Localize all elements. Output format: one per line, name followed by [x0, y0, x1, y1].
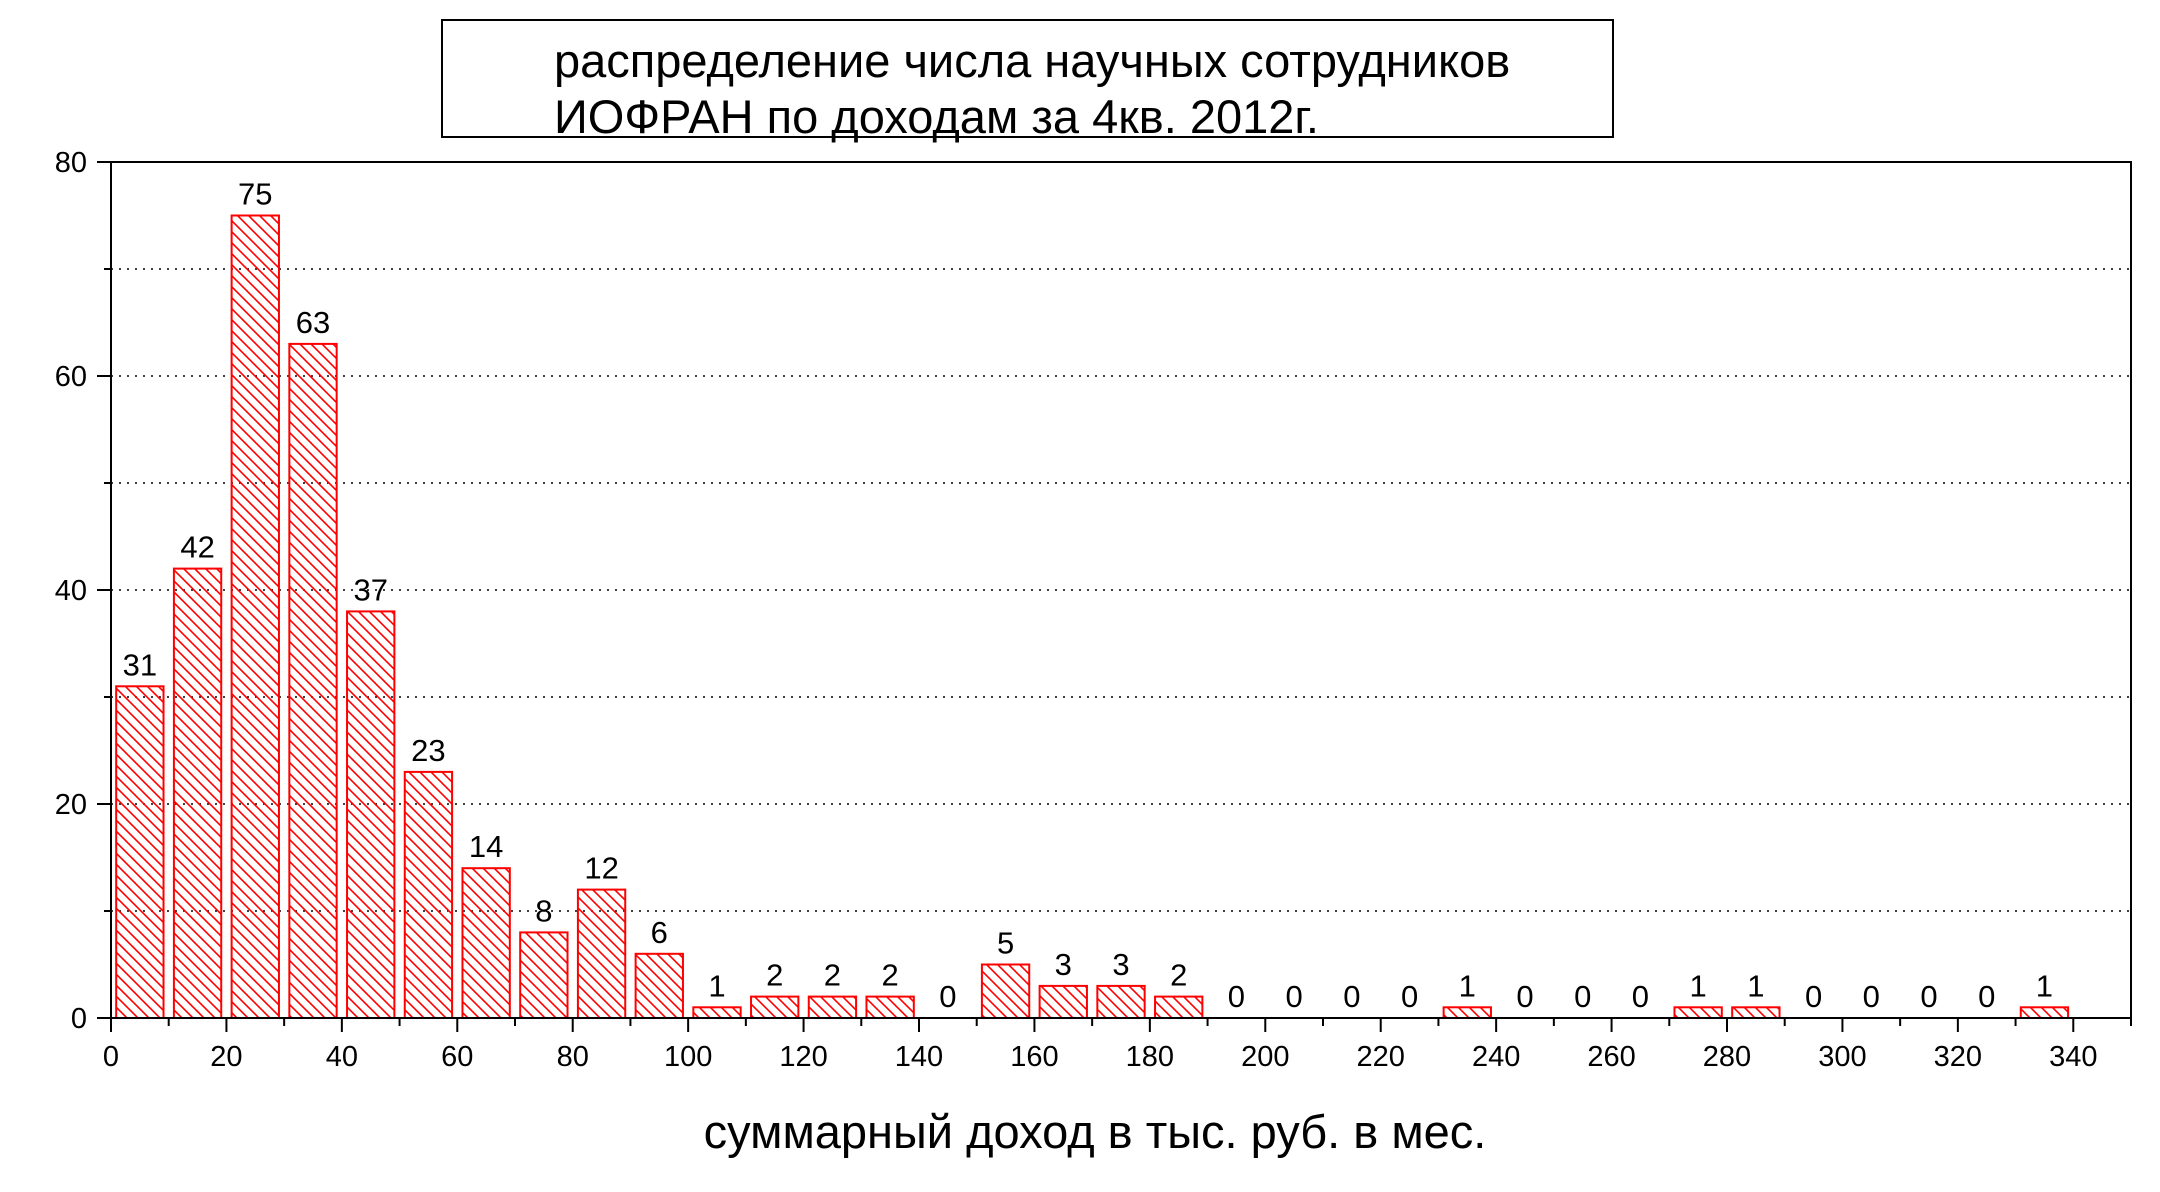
x-tick-label-240: 240: [1472, 1041, 1520, 1073]
x-tick-label-140: 140: [895, 1041, 943, 1073]
bar-180: [1154, 995, 1204, 1019]
chart-title-line-2: ИОФРАН по доходам за 4кв. 2012г.: [554, 90, 1319, 143]
data-label-200: 0: [1286, 979, 1303, 1014]
x-tick-label-40: 40: [326, 1041, 358, 1073]
bar-170: [1096, 984, 1146, 1020]
x-tick-label-0: 0: [103, 1041, 119, 1073]
data-label-300: 0: [1863, 979, 1880, 1014]
data-label-110: 2: [766, 958, 783, 993]
data-label-280: 1: [1747, 968, 1764, 1003]
x-tick-label-60: 60: [441, 1041, 473, 1073]
bar-100: [692, 1006, 742, 1019]
x-tick-label-260: 260: [1587, 1041, 1635, 1073]
bar-90: [634, 952, 684, 1019]
bar-270: [1673, 1006, 1723, 1019]
y-tick-label-40: 40: [55, 575, 87, 607]
bar-110: [750, 995, 800, 1019]
bar-40: [346, 610, 396, 1020]
x-tick-label-320: 320: [1934, 1041, 1982, 1073]
data-label-120: 2: [824, 958, 841, 993]
data-label-310: 0: [1920, 979, 1937, 1014]
data-label-160: 3: [1055, 947, 1072, 982]
y-tick-label-20: 20: [55, 789, 87, 821]
x-tick-label-220: 220: [1357, 1041, 1405, 1073]
data-label-260: 0: [1632, 979, 1649, 1014]
data-label-140: 0: [939, 979, 956, 1014]
axes: 0 20 40 60 80 100 120 140 160 180 200 220 240 260 280 3…: [55, 147, 2132, 1073]
bar-230: [1442, 1006, 1492, 1019]
data-label-180: 2: [1170, 958, 1187, 993]
chart-title-line-1: распределение числа научных сотрудников: [554, 34, 1511, 87]
data-label-220: 0: [1401, 979, 1418, 1014]
x-tick-label-100: 100: [664, 1041, 712, 1073]
data-label-100: 1: [708, 968, 725, 1003]
x-axis-title: суммарный доход в тыс. руб. в мес.: [703, 1105, 1487, 1158]
bar-330: [2019, 1006, 2070, 1019]
chart-title-box: распределение числа научных сотрудников …: [441, 19, 1614, 143]
data-label-210: 0: [1343, 979, 1360, 1014]
data-label-230: 1: [1459, 968, 1476, 1003]
bar-160: [1038, 984, 1088, 1020]
x-tick-label-200: 200: [1241, 1041, 1289, 1073]
bar-30: [288, 342, 338, 1019]
x-tick-label-340: 340: [2049, 1041, 2097, 1073]
x-tick-label-80: 80: [557, 1041, 589, 1073]
x-tick-label-20: 20: [210, 1041, 242, 1073]
bar-80: [576, 888, 627, 1019]
data-label-130: 2: [882, 958, 899, 993]
data-label-190: 0: [1228, 979, 1245, 1014]
bar-50: [403, 770, 454, 1020]
data-label-0: 31: [123, 647, 157, 682]
x-tick-label-300: 300: [1818, 1041, 1866, 1073]
bar-150: [980, 963, 1031, 1019]
x-tick-label-280: 280: [1703, 1041, 1751, 1073]
data-label-90: 6: [651, 915, 668, 950]
data-label-50: 23: [411, 733, 445, 768]
data-label-80: 12: [584, 851, 618, 886]
bar-60: [461, 867, 511, 1020]
x-tick-label-180: 180: [1126, 1041, 1174, 1073]
data-label-330: 1: [2036, 968, 2053, 1003]
data-label-270: 1: [1690, 968, 1707, 1003]
data-label-290: 0: [1805, 979, 1822, 1014]
data-label-70: 8: [535, 893, 552, 928]
bar-120: [807, 995, 858, 1019]
bar-280: [1731, 1006, 1781, 1019]
y-tick-label-0: 0: [71, 1003, 87, 1035]
x-tick-label-120: 120: [779, 1041, 827, 1073]
bar-20: [230, 214, 280, 1019]
data-label-320: 0: [1978, 979, 1995, 1014]
y-tick-label-60: 60: [55, 361, 87, 393]
bars: [115, 214, 2070, 1020]
x-tick-label-160: 160: [1010, 1041, 1058, 1073]
data-label-170: 3: [1112, 947, 1129, 982]
y-tick-label-80: 80: [55, 147, 87, 179]
data-label-20: 75: [238, 177, 272, 212]
bar-130: [865, 995, 915, 1019]
data-label-30: 63: [296, 305, 330, 340]
data-label-10: 42: [180, 530, 214, 565]
data-label-250: 0: [1574, 979, 1591, 1014]
data-label-40: 37: [353, 572, 387, 607]
bar-10: [172, 567, 223, 1019]
data-label-150: 5: [997, 926, 1014, 961]
data-label-240: 0: [1516, 979, 1533, 1014]
bar-0: [115, 685, 165, 1019]
data-label-60: 14: [469, 829, 503, 864]
bar-70: [519, 931, 569, 1020]
